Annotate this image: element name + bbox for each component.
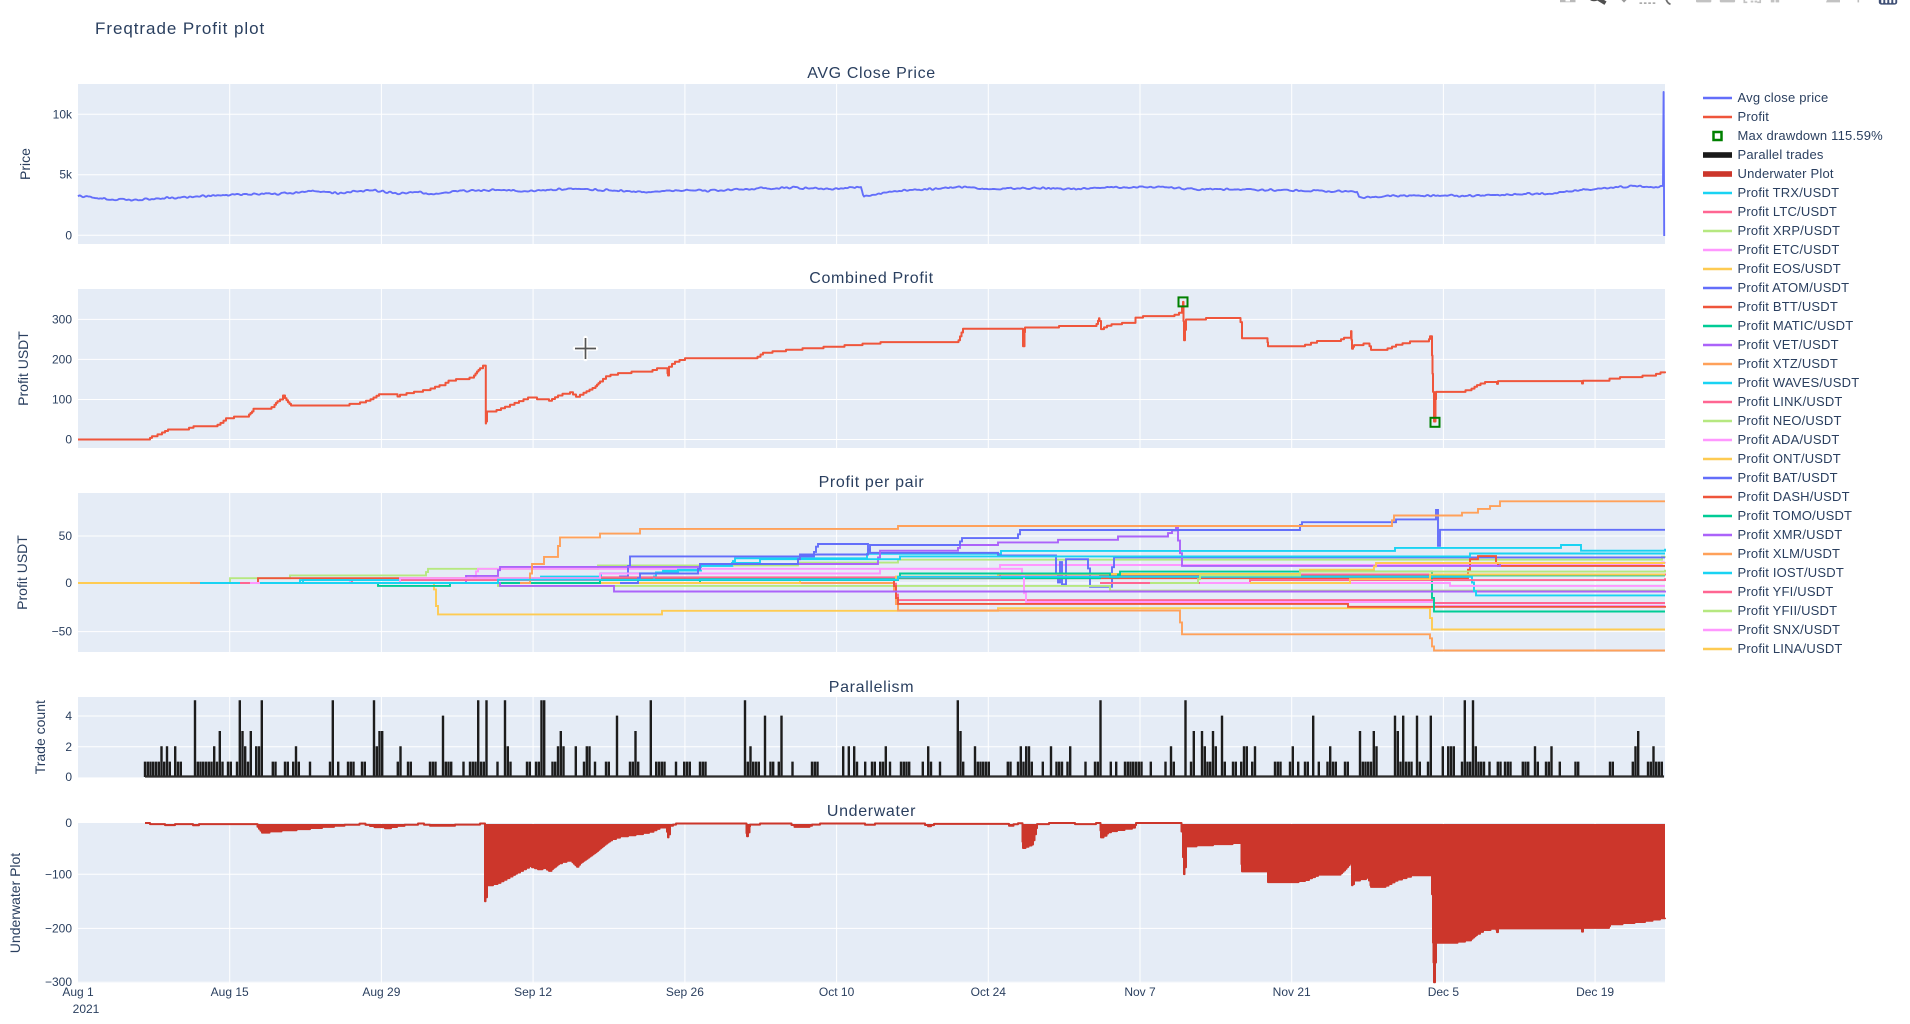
svg-text:Max drawdown 115.59%: Max drawdown 115.59%: [1738, 128, 1884, 143]
svg-text:Nov 7: Nov 7: [1124, 985, 1156, 999]
svg-text:Profit XRP/USDT: Profit XRP/USDT: [1738, 223, 1841, 238]
svg-text:300: 300: [52, 312, 72, 326]
svg-text:Profit ATOM/USDT: Profit ATOM/USDT: [1738, 280, 1850, 295]
svg-text:Profit LINK/USDT: Profit LINK/USDT: [1738, 394, 1843, 409]
svg-text:Profit MATIC/USDT: Profit MATIC/USDT: [1738, 318, 1854, 333]
svg-text:Profit ADA/USDT: Profit ADA/USDT: [1738, 432, 1840, 447]
svg-text:Parallelism: Parallelism: [829, 679, 914, 696]
svg-text:Profit XTZ/USDT: Profit XTZ/USDT: [1738, 356, 1839, 371]
svg-text:Aug 15: Aug 15: [211, 985, 249, 999]
svg-text:Profit USDT: Profit USDT: [14, 535, 30, 610]
svg-text:Aug 29: Aug 29: [362, 985, 400, 999]
svg-text:4: 4: [65, 709, 72, 723]
svg-text:Underwater Plot: Underwater Plot: [7, 853, 23, 953]
svg-text:Profit BAT/USDT: Profit BAT/USDT: [1738, 470, 1838, 485]
svg-text:Underwater Plot: Underwater Plot: [1738, 166, 1834, 181]
svg-text:Profit XLM/USDT: Profit XLM/USDT: [1738, 546, 1841, 561]
svg-text:Profit TRX/USDT: Profit TRX/USDT: [1738, 185, 1840, 200]
svg-text:Sep 12: Sep 12: [514, 985, 552, 999]
svg-text:Profit NEO/USDT: Profit NEO/USDT: [1738, 413, 1842, 428]
svg-text:Profit BTT/USDT: Profit BTT/USDT: [1738, 299, 1839, 314]
svg-text:−300: −300: [45, 975, 72, 989]
svg-text:Oct 24: Oct 24: [971, 985, 1007, 999]
svg-text:Profit LINA/USDT: Profit LINA/USDT: [1738, 641, 1843, 656]
svg-text:Profit: Profit: [1738, 109, 1770, 124]
svg-text:Profit ETC/USDT: Profit ETC/USDT: [1738, 242, 1840, 257]
svg-text:Trade count: Trade count: [32, 700, 48, 774]
svg-text:Aug 1: Aug 1: [62, 985, 94, 999]
svg-text:50: 50: [59, 529, 73, 543]
svg-text:Profit TOMO/USDT: Profit TOMO/USDT: [1738, 508, 1853, 523]
svg-text:2021: 2021: [73, 1002, 100, 1016]
svg-text:Freqtrade Profit plot: Freqtrade Profit plot: [95, 19, 265, 38]
svg-text:0: 0: [65, 576, 72, 590]
svg-text:Profit DASH/USDT: Profit DASH/USDT: [1738, 489, 1850, 504]
svg-text:Sep 26: Sep 26: [666, 985, 704, 999]
svg-text:0: 0: [65, 816, 72, 830]
svg-text:0: 0: [65, 228, 72, 242]
svg-text:0: 0: [65, 433, 72, 447]
svg-text:Price: Price: [17, 148, 33, 180]
svg-text:Profit EOS/USDT: Profit EOS/USDT: [1738, 261, 1841, 276]
svg-text:5k: 5k: [59, 168, 73, 182]
svg-text:Combined Profit: Combined Profit: [809, 270, 933, 287]
svg-text:0: 0: [65, 770, 72, 784]
svg-text:Profit YFII/USDT: Profit YFII/USDT: [1738, 603, 1838, 618]
svg-text:100: 100: [52, 393, 72, 407]
svg-text:Profit VET/USDT: Profit VET/USDT: [1738, 337, 1839, 352]
svg-text:200: 200: [52, 352, 72, 366]
svg-text:Profit ONT/USDT: Profit ONT/USDT: [1738, 451, 1841, 466]
svg-text:Profit USDT: Profit USDT: [15, 331, 31, 406]
svg-text:−100: −100: [45, 867, 72, 881]
svg-text:Profit YFI/USDT: Profit YFI/USDT: [1738, 584, 1834, 599]
svg-text:Profit WAVES/USDT: Profit WAVES/USDT: [1738, 375, 1860, 390]
svg-text:Dec 5: Dec 5: [1428, 985, 1460, 999]
svg-text:Profit IOST/USDT: Profit IOST/USDT: [1738, 565, 1845, 580]
svg-text:Oct 10: Oct 10: [819, 985, 855, 999]
svg-text:Parallel trades: Parallel trades: [1738, 147, 1824, 162]
svg-text:−200: −200: [45, 921, 72, 935]
svg-text:10k: 10k: [53, 107, 73, 121]
svg-text:Underwater: Underwater: [827, 803, 916, 820]
svg-text:Profit per pair: Profit per pair: [819, 474, 925, 491]
svg-text:Profit XMR/USDT: Profit XMR/USDT: [1738, 527, 1843, 542]
svg-text:Profit SNX/USDT: Profit SNX/USDT: [1738, 622, 1841, 637]
svg-text:Dec 19: Dec 19: [1576, 985, 1614, 999]
svg-text:2: 2: [65, 740, 72, 754]
svg-text:Nov 21: Nov 21: [1273, 985, 1311, 999]
svg-text:−50: −50: [52, 625, 73, 639]
svg-text:Avg close price: Avg close price: [1738, 90, 1829, 105]
svg-text:AVG Close Price: AVG Close Price: [807, 65, 936, 82]
svg-text:Profit LTC/USDT: Profit LTC/USDT: [1738, 204, 1838, 219]
